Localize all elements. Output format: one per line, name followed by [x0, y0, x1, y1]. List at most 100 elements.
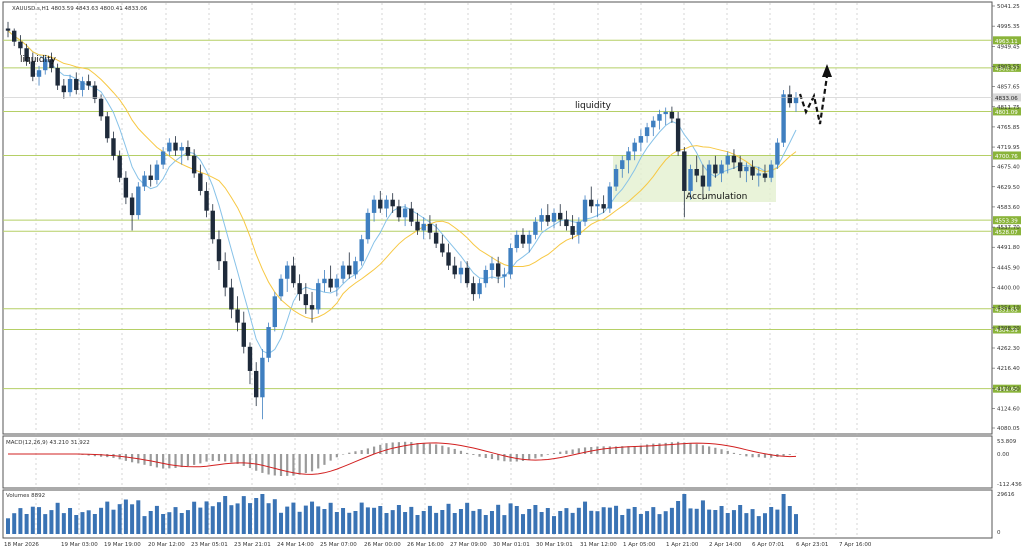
volume-bar [614, 505, 619, 534]
volume-bar [657, 514, 662, 534]
candle-bull [644, 127, 650, 137]
volume-bar [223, 496, 228, 534]
volume-bar [285, 506, 290, 534]
level-label-bg [993, 216, 1021, 225]
candle-bear [409, 208, 414, 222]
volume-bar [682, 494, 687, 534]
candle-bull [576, 221, 582, 235]
volume-bar [638, 514, 643, 534]
candle-bull [768, 164, 774, 178]
level-label: 4900.27 [995, 66, 1018, 72]
projection-path [798, 75, 829, 125]
volume-bar [769, 507, 774, 534]
candle-bull [489, 263, 495, 270]
level-label: 4528.07 [995, 230, 1018, 236]
candle-bear [328, 278, 333, 288]
candle-bear [787, 94, 792, 104]
time-tick-label: 1 Apr 05:00 [623, 542, 656, 548]
candle-bear [378, 199, 383, 209]
candle-bull [67, 78, 73, 93]
current-price-label: 4833.06 [995, 96, 1018, 102]
volume-bar [458, 509, 463, 534]
volume-bar [775, 509, 780, 534]
level-label: 4700.76 [995, 154, 1018, 160]
candle-bear [123, 177, 129, 198]
candle-bull [502, 274, 507, 277]
volume-bar [99, 507, 104, 534]
volume-bar [204, 501, 209, 534]
volume-bar [241, 496, 246, 534]
volume-bar [707, 509, 712, 534]
time-tick-label: 30 Mar 19:01 [536, 542, 573, 548]
volume-bar [68, 508, 73, 534]
candle-bear [464, 267, 470, 284]
candle-bear [347, 265, 352, 275]
volume-bar [235, 503, 240, 534]
candle-bull [371, 199, 377, 213]
price-tick-label: 5041.25 [997, 4, 1020, 10]
candle-bear [762, 173, 768, 178]
time-tick-label: 6 Apr 23:01 [796, 542, 828, 548]
candle-bear [30, 61, 36, 77]
volume-bar [117, 504, 122, 534]
time-tick-label: 25 Mar 07:00 [320, 542, 357, 548]
candle-bull [613, 168, 619, 187]
volume-bar [123, 499, 128, 534]
candle-bear [682, 151, 687, 191]
candle-bull [285, 265, 290, 279]
candle-bear [86, 81, 91, 86]
price-tick-label: 4903.55 [997, 64, 1020, 70]
candle-bear [204, 190, 209, 211]
candle-bull [365, 212, 371, 240]
candle-bear [235, 309, 240, 323]
price-tick-label: 4308.20 [997, 326, 1020, 332]
candle-bull [651, 120, 656, 128]
level-label-bg [993, 227, 1021, 236]
volume-bar [601, 507, 606, 534]
candle-bull [359, 239, 364, 262]
volume-bar [663, 511, 668, 534]
volume-bar [43, 514, 48, 534]
volume-bar [427, 505, 432, 534]
level-label: 4304.39 [995, 328, 1018, 334]
volume-bar [291, 502, 296, 534]
volume-bar [198, 507, 203, 534]
candle-bull [154, 164, 160, 180]
volume-bar [620, 515, 625, 534]
candle-bear [495, 263, 501, 277]
time-tick-label: 20 Mar 12:00 [148, 542, 185, 548]
volume-bar [24, 514, 29, 534]
candle-bull [136, 186, 141, 216]
candle-bear [5, 28, 11, 31]
volume-bar [738, 505, 743, 534]
volume-bar [403, 512, 408, 534]
volume-bar [545, 508, 550, 534]
volume-bar [477, 509, 482, 534]
ma-slow-line [7, 30, 797, 320]
candle-bull [526, 234, 532, 244]
price-tick-label: 4583.60 [997, 205, 1020, 211]
volume-bar [105, 501, 110, 534]
candle-bull [539, 215, 544, 222]
volume-bar [744, 513, 749, 534]
time-tick-label: 19 Mar 03:00 [61, 542, 98, 548]
candle-bear [12, 30, 17, 42]
volume-bar [210, 506, 215, 534]
candle-bull [756, 173, 761, 176]
candle-bull [706, 164, 712, 187]
candle-bull [80, 81, 85, 90]
candle-bull [781, 94, 786, 143]
volume-bar [310, 501, 315, 534]
volume-bar [390, 510, 395, 534]
volume-bar [483, 515, 488, 534]
volume-bar [465, 502, 470, 534]
volume-bar [334, 512, 339, 534]
volume-bar [489, 511, 494, 534]
level-label: 4963.11 [995, 39, 1018, 45]
volume-bar [260, 494, 265, 534]
volume-bar [61, 513, 66, 534]
time-tick-label: 30 Mar 01:01 [493, 542, 530, 548]
volume-bar [341, 508, 346, 534]
level-label: 4351.65 [995, 307, 1018, 313]
